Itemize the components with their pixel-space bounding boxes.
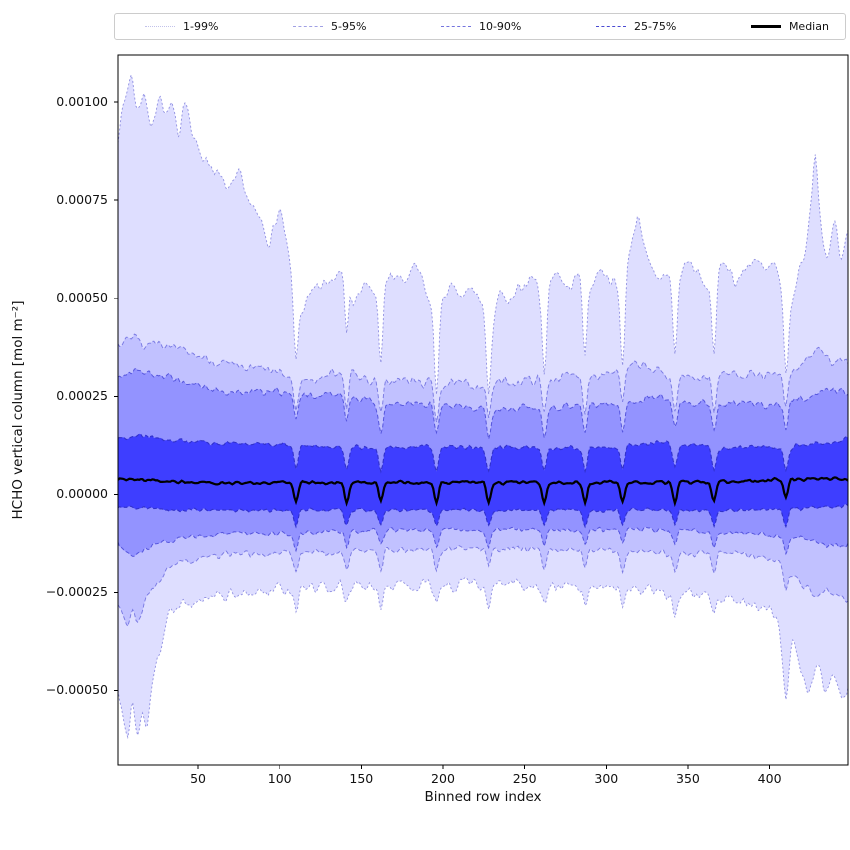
x-tick-label: 350 <box>676 771 700 786</box>
legend: 1-99% 5-95% 10-90% 25-75% Median <box>114 13 846 40</box>
x-tick-label: 100 <box>267 771 292 786</box>
band-10-90-line-icon <box>440 26 471 27</box>
legend-label-median: Median <box>788 20 829 33</box>
legend-label-1-99: 1-99% <box>183 20 219 33</box>
band-5-95-line-icon <box>292 26 323 27</box>
band-1-99-line-icon <box>145 26 175 27</box>
x-tick-label: 150 <box>349 771 374 786</box>
x-tick-label: 400 <box>757 771 782 786</box>
y-tick-label: −0.00050 <box>45 682 108 698</box>
legend-item-1-99: 1-99% <box>145 20 218 33</box>
legend-label-5-95: 5-95% <box>330 20 367 33</box>
x-tick-label: 250 <box>512 771 537 786</box>
y-tick-label: 0.00000 <box>56 486 108 502</box>
y-tick-label: 0.00050 <box>56 290 108 306</box>
legend-item-median: Median <box>750 20 829 33</box>
band-25-75-line-icon <box>595 26 626 27</box>
y-tick-label: 0.00100 <box>56 94 108 110</box>
x-tick-label: 200 <box>431 771 455 786</box>
median-line-icon <box>750 25 781 28</box>
y-tick-label: 0.00075 <box>56 192 108 208</box>
x-tick-label: 50 <box>190 771 206 786</box>
y-tick-label: 0.00025 <box>56 388 108 404</box>
legend-label-10-90: 10-90% <box>478 20 522 33</box>
legend-item-10-90: 10-90% <box>440 20 522 33</box>
legend-item-5-95: 5-95% <box>292 20 367 33</box>
legend-item-25-75: 25-75% <box>595 20 677 33</box>
x-tick-label: 300 <box>594 771 619 786</box>
y-tick-label: −0.00025 <box>45 584 108 600</box>
x-axis-label: Binned row index <box>424 789 542 805</box>
legend-label-25-75: 25-75% <box>633 20 677 33</box>
